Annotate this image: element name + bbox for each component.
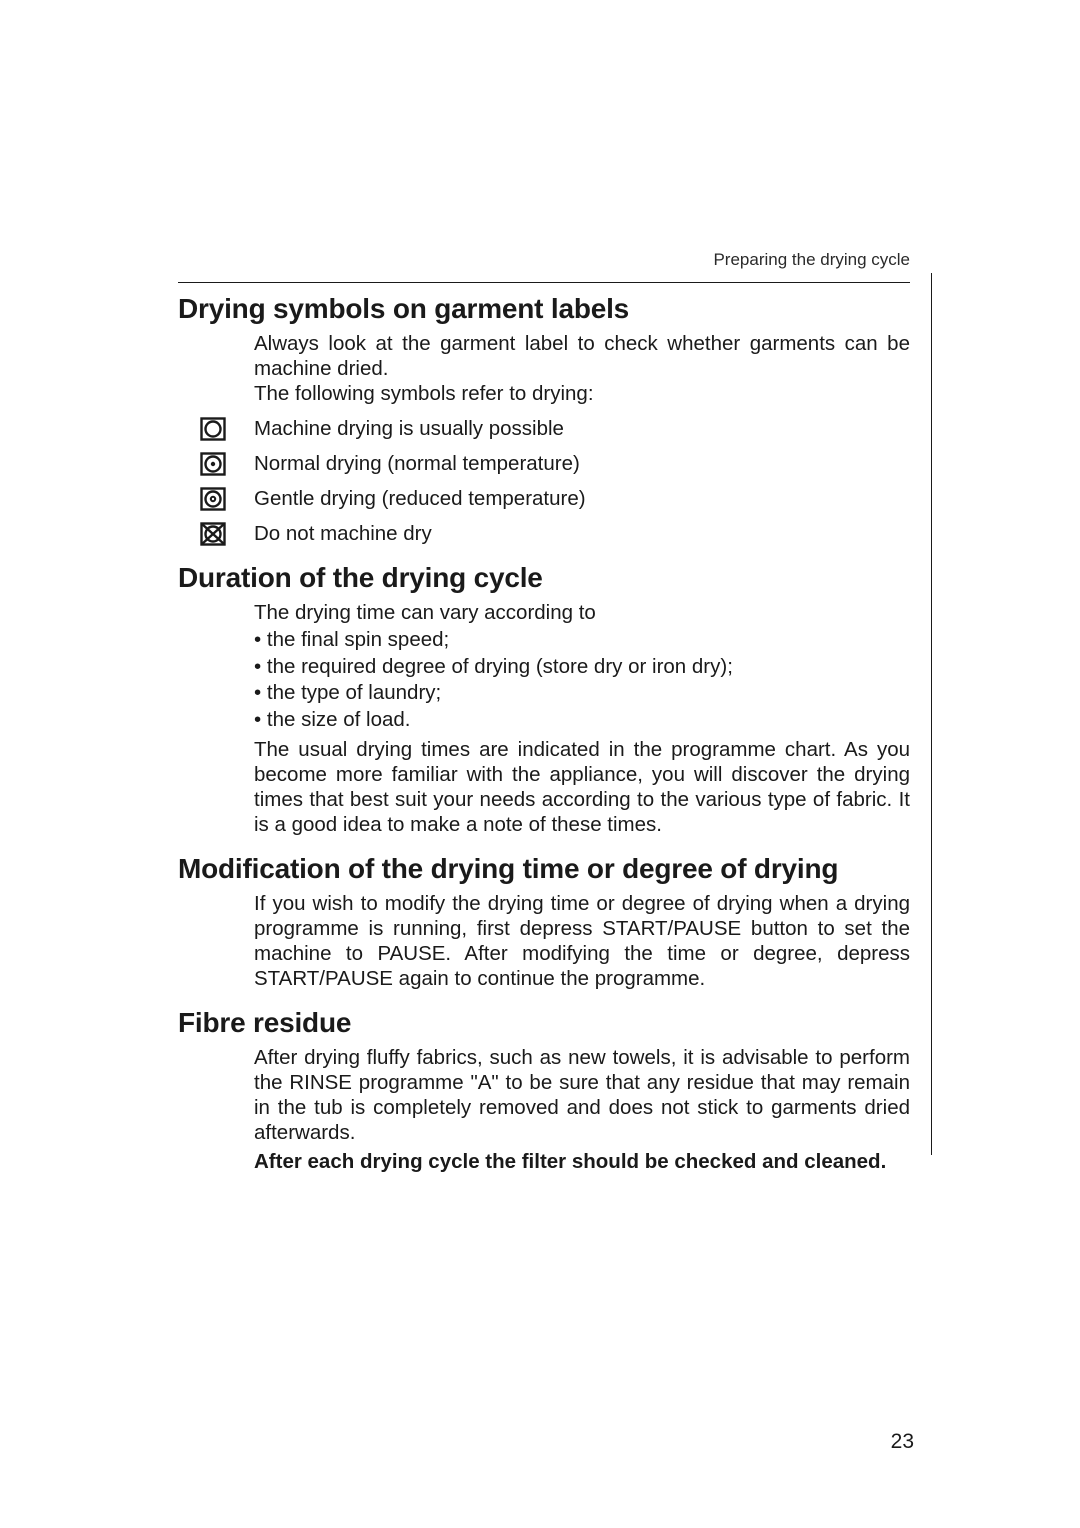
duration-para: The usual drying times are indicated in … [254,737,910,837]
dry-normal-icon [178,451,254,476]
symbol-text: Machine drying is usually possible [254,416,910,441]
symbol-row: Normal drying (normal temperature) [178,451,910,476]
symbol-row: Do not machine dry [178,521,910,546]
fibre-para: After drying fluffy fabrics, such as new… [254,1045,910,1145]
modification-para: If you wish to modify the drying time or… [254,891,910,991]
drying-symbols-intro2: The following symbols refer to drying: [254,381,910,406]
running-header: Preparing the drying cycle [178,250,910,270]
heading-drying-symbols: Drying symbols on garment labels [178,293,910,325]
dry-gentle-icon [178,486,254,511]
heading-duration: Duration of the drying cycle [178,562,910,594]
fibre-bold-line: After each drying cycle the filter shoul… [254,1149,910,1174]
page-number: 23 [891,1430,914,1454]
side-rule [931,273,933,1155]
list-item: • the type of laundry; [254,680,910,706]
top-rule [178,282,910,283]
heading-fibre: Fibre residue [178,1007,910,1039]
dry-possible-icon [178,416,254,441]
symbol-text: Normal drying (normal temperature) [254,451,910,476]
list-item: • the size of load. [254,707,910,733]
list-item: • the final spin speed; [254,627,910,653]
page-content: Preparing the drying cycle Drying symbol… [178,250,910,1174]
symbol-text: Do not machine dry [254,521,910,546]
duration-list: • the final spin speed; • the required d… [254,627,910,733]
symbol-row: Gentle drying (reduced temperature) [178,486,910,511]
symbol-row: Machine drying is usually possible [178,416,910,441]
drying-symbols-intro1: Always look at the garment label to chec… [254,331,910,381]
symbol-text: Gentle drying (reduced temperature) [254,486,910,511]
duration-intro: The drying time can vary according to [254,600,910,625]
heading-modification: Modification of the drying time or degre… [178,853,910,885]
dry-no-icon [178,521,254,546]
list-item: • the required degree of drying (store d… [254,654,910,680]
